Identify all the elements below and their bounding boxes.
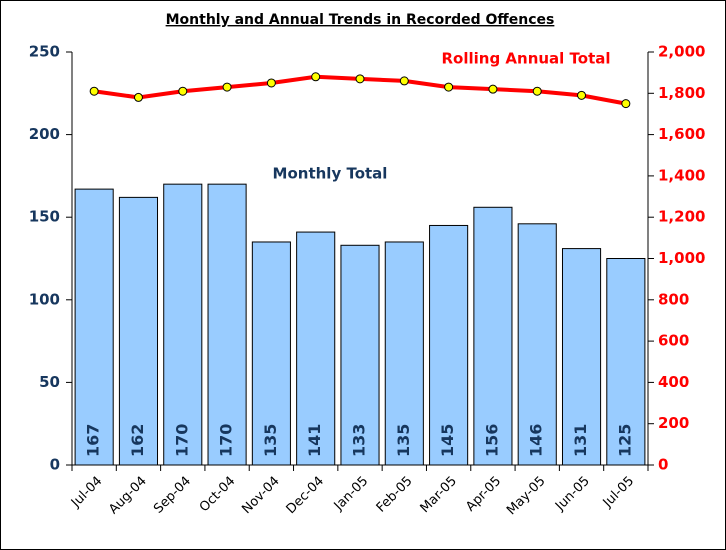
bar: [118, 196, 159, 466]
bar: [163, 183, 203, 466]
bar: [340, 244, 380, 466]
bar-value-label: 162: [128, 424, 147, 457]
line-marker: [621, 99, 631, 109]
y2-tick-label: 800: [658, 290, 689, 308]
bar-value-label: 170: [217, 424, 236, 457]
y2-tick-label: 0: [658, 456, 668, 474]
bar: [517, 223, 557, 466]
bar-value-label: 131: [571, 424, 590, 457]
line-marker: [266, 78, 276, 88]
bar-value-label: 133: [350, 424, 369, 457]
y2-tick-label: 1,000: [658, 249, 705, 267]
y2-tick-label: 1,400: [658, 166, 705, 184]
bar: [606, 258, 646, 466]
line-marker: [311, 72, 321, 82]
y-tick-label: 50: [39, 373, 60, 391]
bar-value-label: 170: [172, 424, 191, 457]
bar-value-label: 125: [615, 424, 634, 457]
y2-tick-label: 1,200: [658, 208, 705, 226]
chart-title: Monthly and Annual Trends in Recorded Of…: [166, 12, 555, 28]
y2-tick-label: 2,000: [658, 43, 705, 61]
line-marker: [488, 84, 498, 94]
bar: [207, 183, 247, 466]
y2-tick-label: 600: [658, 332, 689, 350]
bar-value-label: 135: [394, 424, 413, 457]
line-marker: [133, 92, 143, 102]
y2-tick-label: 1,800: [658, 84, 705, 102]
bar: [561, 248, 602, 466]
line-marker: [532, 86, 542, 96]
line-marker: [89, 86, 99, 96]
line-marker: [178, 86, 188, 96]
series-label: Monthly Total: [273, 165, 388, 183]
line-marker: [222, 82, 232, 92]
bar-value-label: 135: [261, 424, 280, 457]
bar: [251, 241, 291, 466]
y-tick-label: 150: [29, 208, 60, 226]
y2-tick-label: 1,600: [658, 125, 705, 143]
line-marker: [444, 82, 454, 92]
line-marker: [355, 74, 365, 84]
y2-tick-label: 200: [658, 414, 689, 432]
bar-value-label: 145: [438, 424, 457, 457]
bar-value-label: 146: [527, 424, 546, 457]
y-tick-label: 250: [29, 43, 60, 61]
line-marker: [399, 76, 409, 86]
bar: [429, 224, 469, 466]
y2-tick-label: 400: [658, 373, 689, 391]
bar-value-label: 167: [84, 424, 103, 457]
y-tick-label: 200: [29, 125, 60, 143]
bar-value-label: 156: [482, 424, 501, 457]
y-tick-label: 100: [29, 290, 60, 308]
series-label: Rolling Annual Total: [441, 50, 610, 68]
bar-value-label: 141: [305, 424, 324, 457]
y-tick-label: 0: [50, 456, 60, 474]
bar: [74, 188, 114, 466]
line-marker: [577, 90, 587, 100]
